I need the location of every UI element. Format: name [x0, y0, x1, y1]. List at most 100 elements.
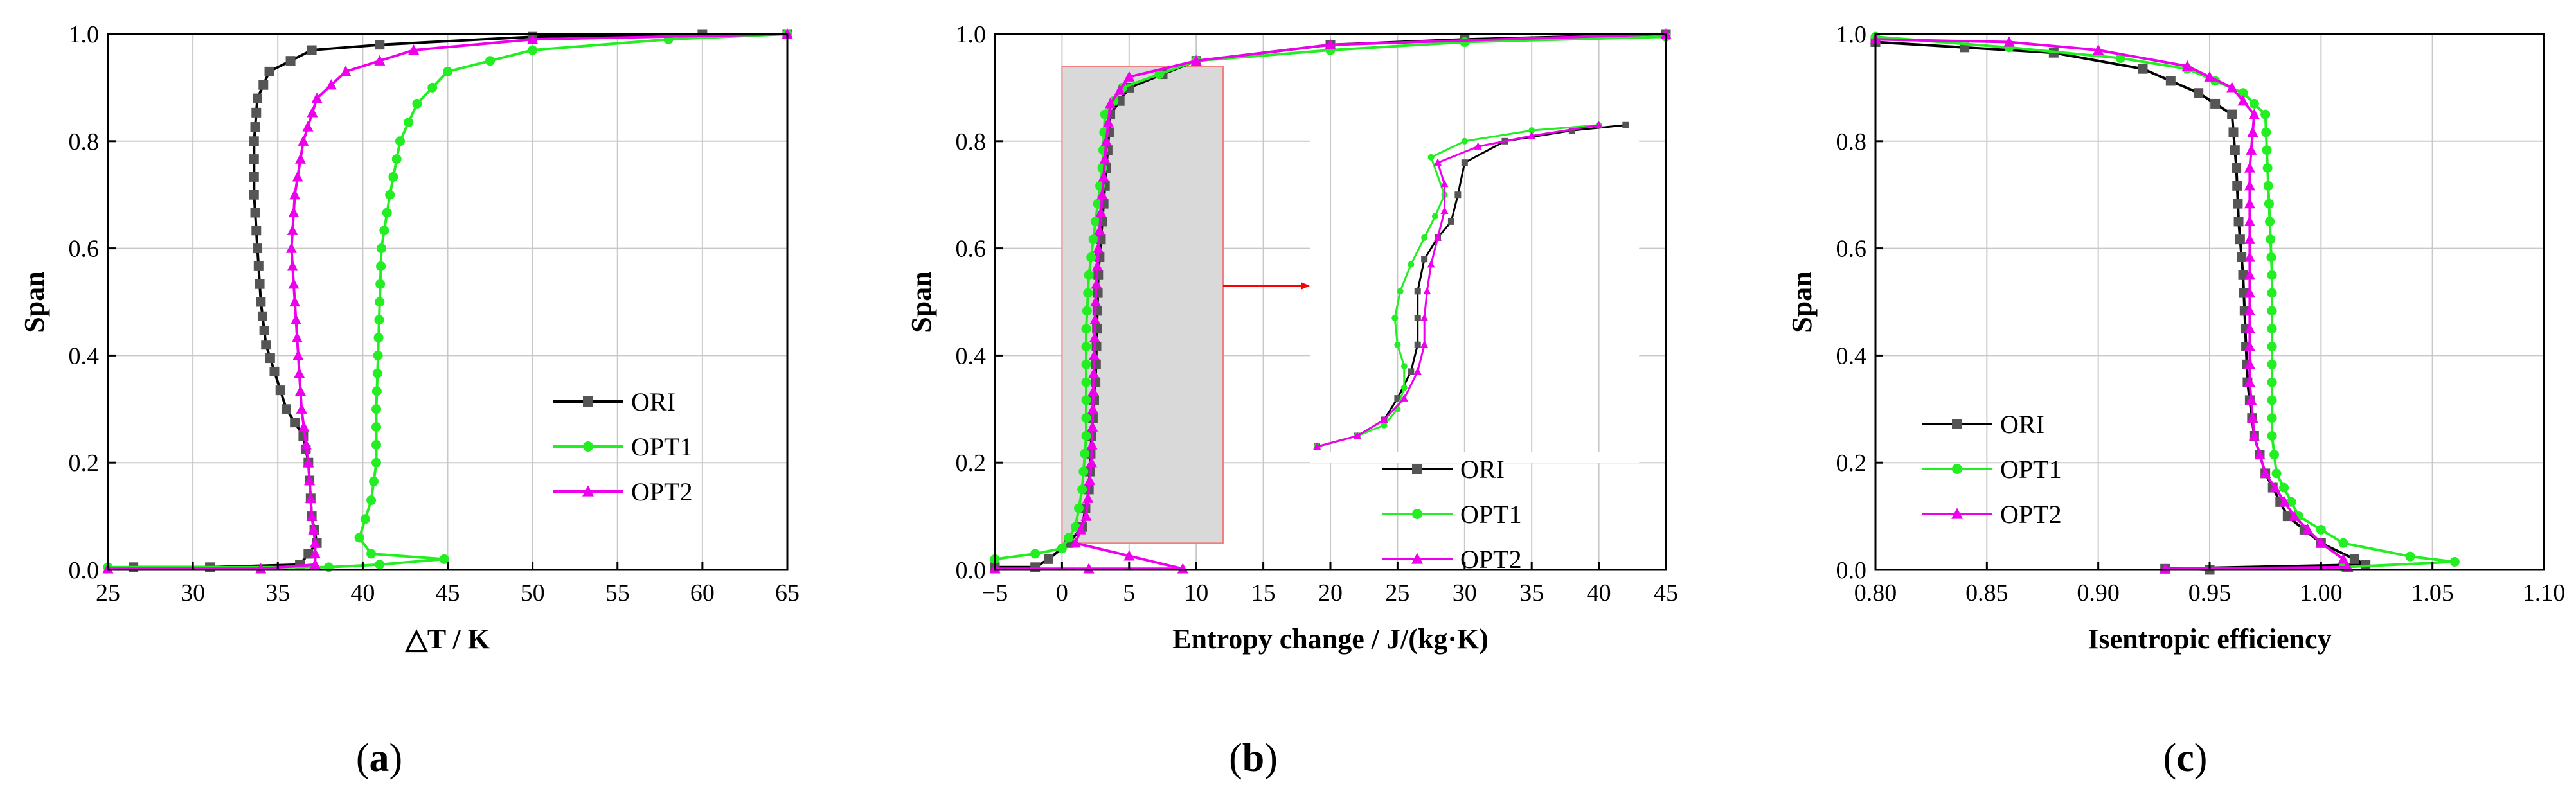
data-point-opt1 [372, 368, 382, 378]
data-point-opt1 [2267, 324, 2277, 334]
data-point-opt1 [2279, 482, 2289, 493]
data-point-opt2 [2244, 358, 2255, 369]
data-point-opt2 [1091, 260, 1103, 271]
data-point-ori [1093, 288, 1103, 298]
data-point-opt2 [1086, 439, 1098, 450]
data-point-opt2 [2247, 126, 2258, 137]
y-tick-label: 1.0 [956, 21, 987, 48]
data-point-opt1 [1082, 306, 1092, 316]
legend-marker-opt1 [583, 441, 593, 452]
x-tick-label: 1.05 [2411, 579, 2454, 606]
series-line-opt1 [1875, 35, 2456, 569]
data-point-opt1 [388, 172, 398, 182]
data-point-opt1 [375, 560, 385, 570]
data-point-ori [2237, 252, 2247, 262]
data-point-opt2 [2244, 180, 2255, 191]
data-point-opt2 [1094, 224, 1105, 235]
data-point-opt2 [1093, 242, 1104, 253]
data-point-ori [285, 56, 296, 66]
data-point-opt2 [1105, 98, 1116, 109]
inset-point-opt1 [1408, 261, 1415, 268]
data-point-opt1 [1078, 466, 1089, 477]
data-point-opt2 [2244, 287, 2255, 298]
data-point-opt1 [375, 279, 386, 289]
inset-point-opt2 [1400, 394, 1408, 402]
inset-point-opt1 [1400, 363, 1408, 370]
panel-caption: (a) [356, 736, 402, 780]
data-point-ori [269, 366, 280, 376]
data-point-opt1 [1081, 324, 1091, 334]
data-point-opt1 [1064, 533, 1074, 543]
data-point-opt2 [2244, 162, 2255, 173]
data-point-ori [2228, 127, 2239, 137]
data-point-ori [2138, 64, 2148, 74]
data-point-opt2 [1102, 116, 1114, 127]
data-point-opt1 [354, 533, 364, 543]
legend-marker-ori [1952, 419, 1962, 429]
data-point-opt1 [1081, 431, 1091, 441]
series-opt2 [102, 28, 793, 574]
data-point-opt1 [485, 56, 496, 66]
data-point-opt1 [1070, 522, 1080, 532]
data-point-opt1 [2266, 234, 2276, 245]
y-axis-label: Span [906, 271, 937, 332]
data-point-opt1 [376, 261, 386, 271]
data-point-opt2 [285, 242, 297, 253]
data-point-opt1 [376, 243, 386, 254]
y-tick-label: 0.2 [69, 450, 100, 477]
data-point-opt2 [374, 55, 386, 66]
data-point-opt1 [371, 404, 382, 414]
inset-point-ori [1622, 121, 1629, 128]
data-point-opt1 [373, 350, 383, 360]
data-point-opt1 [2262, 145, 2272, 155]
data-point-opt2 [408, 44, 420, 55]
data-point-opt2 [305, 492, 316, 503]
data-point-ori [255, 279, 265, 289]
inset-line-opt2 [1316, 124, 1599, 448]
data-point-opt1 [360, 514, 370, 524]
data-point-opt2 [304, 474, 316, 486]
data-point-opt1 [382, 208, 392, 218]
data-point-opt2 [1084, 474, 1096, 486]
data-point-opt1 [2267, 359, 2277, 369]
data-point-ori [2233, 199, 2243, 209]
x-tick-label: 15 [1251, 579, 1276, 606]
data-point-opt1 [2262, 163, 2273, 173]
chart-panel-b: −5 0 5 10 15 20 25 30 35 40 45 0.0 0.2 0.4 0.6 0.8 1.0 En… [906, 21, 1678, 780]
data-point-opt2 [1080, 510, 1092, 521]
y-tick-label: 0.6 [69, 236, 100, 263]
data-point-opt2 [306, 510, 318, 521]
data-point-opt2 [2338, 553, 2349, 564]
legend-label-ori: ORI [631, 387, 675, 416]
data-point-opt1 [1088, 234, 1098, 245]
data-point-opt2 [309, 537, 321, 548]
data-point-opt1 [2263, 181, 2273, 191]
data-point-opt2 [288, 278, 300, 289]
data-point-opt1 [369, 476, 379, 486]
data-point-opt1 [2267, 270, 2277, 280]
data-point-opt1 [404, 118, 414, 128]
data-point-opt1 [1086, 252, 1096, 262]
inset-point-ori [1421, 256, 1428, 263]
series-ori [1870, 37, 2371, 575]
inset-point-opt1 [1391, 315, 1399, 322]
data-point-opt1 [379, 226, 389, 236]
data-point-opt2 [1087, 421, 1098, 432]
data-point-opt1 [2238, 88, 2248, 98]
data-point-opt1 [2249, 98, 2259, 109]
data-point-opt1 [1081, 342, 1091, 351]
data-point-ori [2165, 76, 2176, 86]
data-point-opt2 [2247, 412, 2258, 423]
data-point-opt1 [1081, 359, 1091, 369]
data-point-ori [1044, 554, 1054, 564]
inset-point-opt2 [1434, 233, 1442, 241]
data-point-ori [2210, 98, 2221, 109]
x-tick-label: 25 [1385, 579, 1409, 606]
data-point-opt1 [2267, 395, 2277, 405]
data-point-ori [264, 66, 274, 76]
data-point-opt1 [2260, 109, 2271, 119]
data-point-opt2 [1099, 153, 1111, 164]
chart-panel-a: 25 30 35 40 45 50 55 60 65 0.0 0.2 0.4 0.6 0.8 1.0 △T /… [19, 21, 800, 780]
data-point-ori [249, 136, 259, 146]
data-point-opt1 [2449, 556, 2460, 567]
